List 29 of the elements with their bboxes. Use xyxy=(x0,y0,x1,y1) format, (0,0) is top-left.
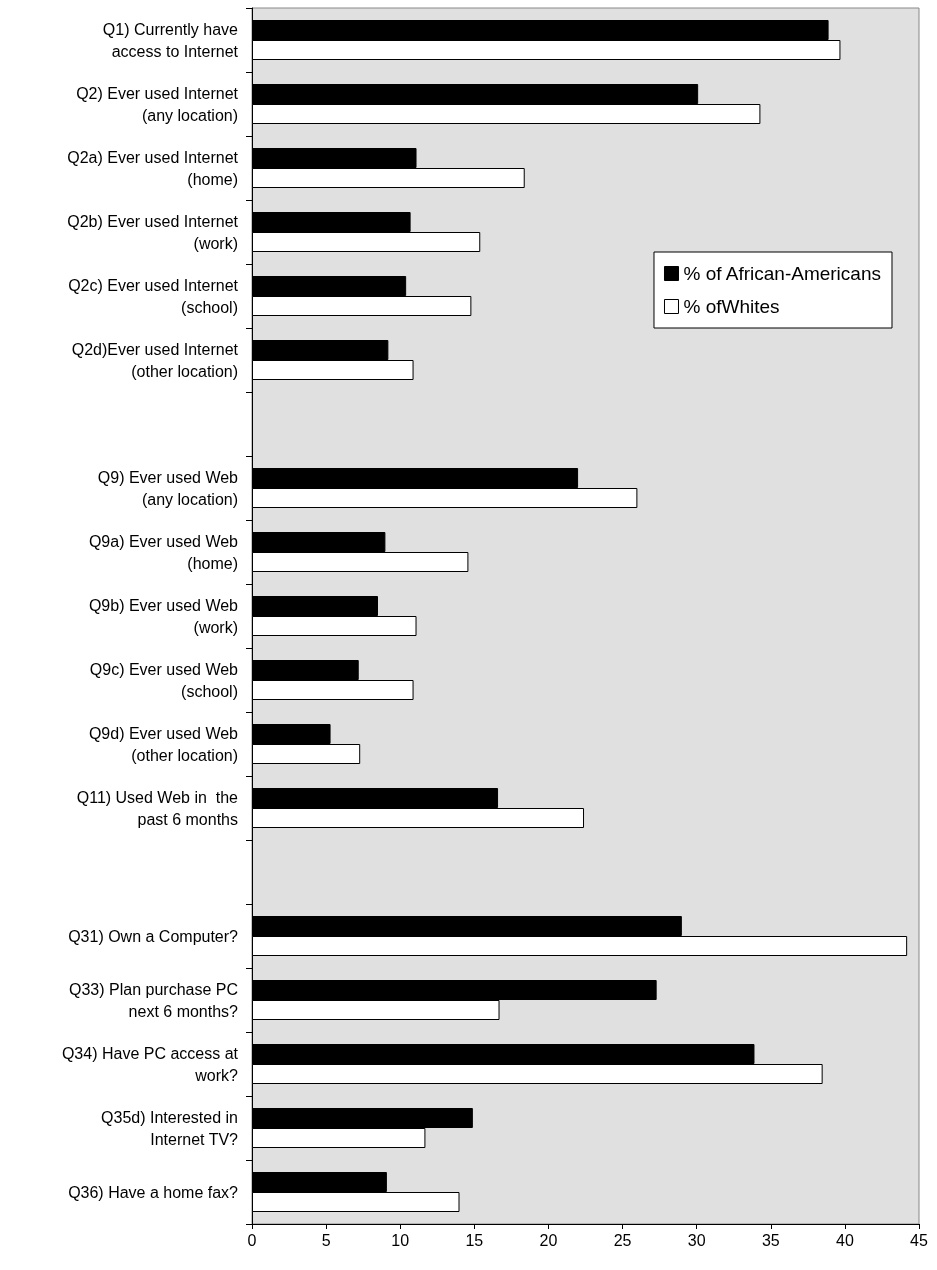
x-tick-label: 25 xyxy=(613,1231,632,1249)
y-tick-label: Q9d) Ever used Web (other location) xyxy=(88,724,239,764)
y-tick-label: Q36) Have a home fax? xyxy=(68,1183,239,1201)
y-tick-label: Q2) Ever used Internet (any location) xyxy=(76,84,239,124)
y-tick-label: Q2a) Ever used Internet (home) xyxy=(67,148,239,188)
y-tick-label: Q35d) Interested in Internet TV? xyxy=(101,1108,239,1148)
x-tick-label: 5 xyxy=(321,1231,331,1249)
x-tick-label: 35 xyxy=(761,1231,780,1249)
legend-label: % ofWhites xyxy=(683,296,780,317)
y-tick-label: Q9a) Ever used Web (home) xyxy=(88,532,239,572)
y-tick-label: Q9b) Ever used Web (work) xyxy=(88,596,239,636)
x-tick-label: 40 xyxy=(835,1231,854,1249)
y-tick-label: Q33) Plan purchase PC next 6 months? xyxy=(69,980,239,1020)
y-tick-label: Q31) Own a Computer? xyxy=(68,927,239,945)
x-tick-label: 0 xyxy=(247,1231,257,1249)
y-tick-label: Q1) Currently have access to Internet xyxy=(102,20,239,60)
y-tick-label: Q2c) Ever used Internet (school) xyxy=(68,276,239,316)
x-tick-label: 10 xyxy=(391,1231,410,1249)
x-tick-label: 30 xyxy=(687,1231,706,1249)
y-tick-label: Q11) Used Web in the past 6 months xyxy=(76,788,239,828)
y-tick-label: Q9) Ever used Web (any location) xyxy=(97,468,239,508)
x-tick-label: 45 xyxy=(910,1231,928,1249)
x-tick-label: 15 xyxy=(465,1231,484,1249)
y-tick-label: Q2b) Ever used Internet (work) xyxy=(67,212,239,252)
legend-label: % of African-Americans xyxy=(683,263,881,284)
y-tick-label: Q9c) Ever used Web (school) xyxy=(89,660,239,700)
y-tick-label: Q34) Have PC access at work? xyxy=(61,1044,239,1084)
y-tick-label: Q2d)Ever used Internet (other location) xyxy=(71,340,239,380)
x-tick-label: 20 xyxy=(539,1231,558,1249)
